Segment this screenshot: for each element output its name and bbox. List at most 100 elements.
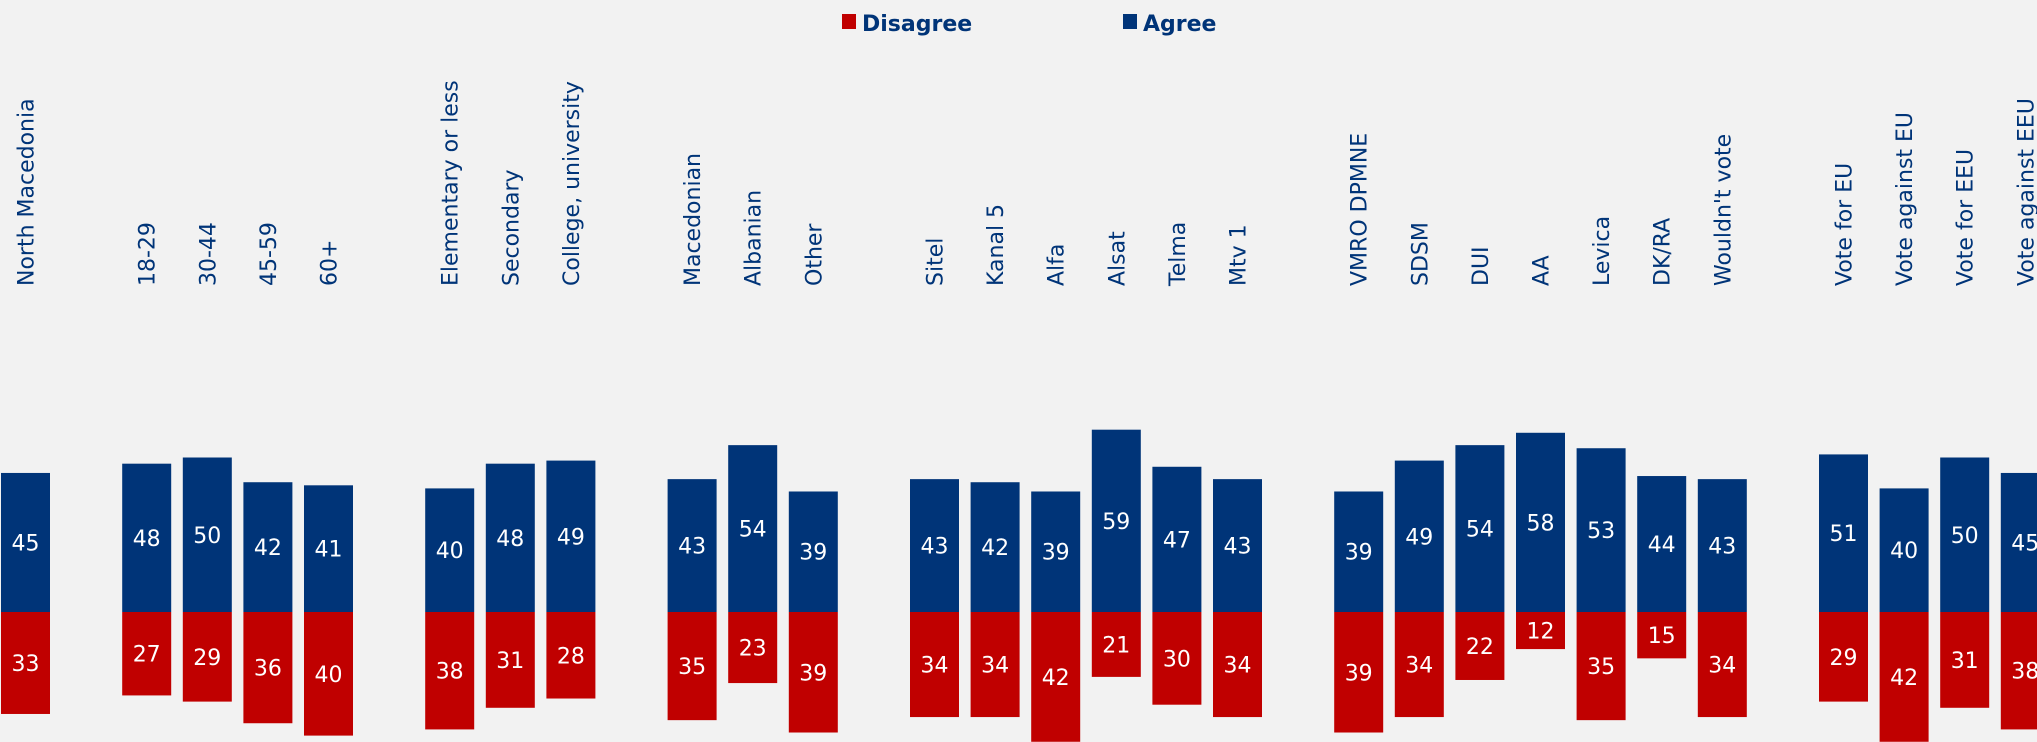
- value-label-disagree-sitel: 34: [921, 654, 949, 679]
- value-label-agree-elementary-or-less: 40: [436, 539, 464, 564]
- bar-agree-vote-for-eeu: [1940, 457, 1990, 612]
- value-label-agree-college-university: 49: [557, 525, 585, 550]
- value-label-agree-secondary: 48: [496, 527, 524, 552]
- bar-agree-other: [788, 491, 838, 612]
- value-label-agree-18-29: 48: [133, 527, 161, 552]
- category-label-mtv-1: Mtv 1: [1227, 224, 1252, 286]
- bar-disagree-macedonian: [667, 612, 717, 721]
- value-label-disagree-vote-against-eu: 42: [1890, 666, 1918, 691]
- bar-agree-elementary-or-less: [425, 488, 475, 612]
- value-label-disagree-alsat: 21: [1102, 633, 1130, 658]
- bar-disagree-vote-for-eeu: [1940, 612, 1990, 708]
- value-label-agree-60: 41: [315, 538, 343, 563]
- bar-disagree-telma: [1152, 612, 1202, 705]
- bar-disagree-secondary: [485, 612, 535, 708]
- value-label-disagree-other: 39: [799, 661, 827, 686]
- bar-agree-secondary: [485, 463, 535, 612]
- value-label-disagree-60: 40: [315, 663, 343, 688]
- bar-agree-macedonian: [667, 479, 717, 612]
- value-label-disagree-elementary-or-less: 38: [436, 660, 464, 685]
- bar-agree-alfa: [1031, 491, 1081, 612]
- bar-disagree-kanal-5: [970, 612, 1020, 718]
- bar-disagree-wouldn-t-vote: [1697, 612, 1747, 718]
- bar-disagree-vmro-dpmne: [1334, 612, 1384, 733]
- category-label-kanal-5: Kanal 5: [984, 204, 1009, 286]
- bar-disagree-north-macedonia: [1, 612, 50, 714]
- legend-swatch-disagree: [842, 14, 856, 29]
- bar-agree-alsat: [1091, 429, 1141, 612]
- category-label-vote-for-eu: Vote for EU: [1833, 163, 1858, 286]
- category-labels: North Macedonia 18-29 30-44 45-59 60+ Element…: [15, 80, 2037, 287]
- value-label-disagree-wouldn-t-vote: 34: [1708, 654, 1736, 679]
- category-label-secondary: Secondary: [499, 169, 524, 286]
- value-label-disagree-north-macedonia: 33: [12, 652, 40, 677]
- category-label-vote-for-eeu: Vote for EEU: [1954, 149, 1979, 286]
- value-label-disagree-vote-for-eu: 29: [1830, 646, 1858, 671]
- bar-agree-dui: [1455, 445, 1505, 612]
- value-label-disagree-kanal-5: 34: [981, 654, 1009, 679]
- bar-agree-30-44: [182, 457, 232, 612]
- bar-disagree-elementary-or-less: [425, 612, 475, 730]
- bar-agree-dk-ra: [1637, 476, 1687, 612]
- value-label-agree-sitel: 43: [921, 535, 949, 560]
- bar-disagree-dui: [1455, 612, 1505, 680]
- category-label-45-59: 45-59: [257, 222, 282, 286]
- value-label-disagree-45-59: 36: [254, 657, 282, 682]
- value-label-disagree-mtv-1: 34: [1224, 654, 1252, 679]
- bar-disagree-dk-ra: [1637, 612, 1687, 659]
- bar-agree-north-macedonia: [1, 472, 50, 612]
- value-label-agree-alfa: 39: [1042, 541, 1070, 566]
- category-label-levica: Levica: [1590, 216, 1615, 286]
- value-label-disagree-telma: 30: [1163, 647, 1191, 672]
- bar-agree-telma: [1152, 466, 1202, 612]
- value-label-agree-sdsm: 49: [1405, 525, 1433, 550]
- bars: [1, 429, 2037, 742]
- value-label-disagree-dui: 22: [1466, 635, 1494, 660]
- value-label-agree-macedonian: 43: [678, 535, 706, 560]
- category-label-alsat: Alsat: [1105, 231, 1130, 286]
- bar-agree-kanal-5: [970, 482, 1020, 612]
- value-label-disagree-college-university: 28: [557, 644, 585, 669]
- category-label-dk-ra: DK/RA: [1651, 218, 1676, 286]
- value-label-agree-dk-ra: 44: [1648, 533, 1676, 558]
- category-label-wouldn-t-vote: Wouldn't vote: [1711, 134, 1736, 286]
- bar-disagree-mtv-1: [1213, 612, 1262, 718]
- bar-agree-60: [304, 485, 353, 612]
- value-label-agree-dui: 54: [1466, 518, 1494, 543]
- bar-agree-vote-for-eu: [1819, 454, 1868, 612]
- bar-disagree-college-university: [546, 612, 596, 699]
- value-label-agree-aa: 58: [1527, 511, 1555, 536]
- category-label-sitel: Sitel: [924, 238, 949, 286]
- bar-disagree-alfa: [1031, 612, 1081, 742]
- bar-disagree-albanian: [728, 612, 778, 684]
- category-label-albanian: Albanian: [742, 190, 767, 286]
- value-label-disagree-levica: 35: [1587, 655, 1615, 680]
- legend-label-agree: Agree: [1143, 12, 1216, 37]
- bar-disagree-aa: [1516, 612, 1565, 650]
- value-label-disagree-sdsm: 34: [1405, 654, 1433, 679]
- value-label-disagree-alfa: 42: [1042, 666, 1070, 691]
- value-label-disagree-aa: 12: [1527, 620, 1555, 645]
- value-label-disagree-macedonian: 35: [678, 655, 706, 680]
- value-label-agree-vote-against-eeu: 45: [2011, 531, 2037, 556]
- value-label-agree-kanal-5: 42: [981, 536, 1009, 561]
- value-label-agree-45-59: 42: [254, 536, 282, 561]
- category-label-other: Other: [802, 223, 827, 286]
- category-label-macedonian: Macedonian: [681, 153, 706, 286]
- category-label-30-44: 30-44: [196, 222, 221, 286]
- category-label-18-29: 18-29: [136, 222, 161, 286]
- chart-legend: Disagree Agree: [842, 12, 1216, 37]
- bar-disagree-other: [788, 612, 838, 733]
- bar-agree-vmro-dpmne: [1334, 491, 1384, 612]
- value-label-agree-albanian: 54: [739, 518, 767, 543]
- value-labels: 45 33 48 27 50 29 42 36 41 40 40 38 48 31 49 28 43 35 54 23…: [12, 510, 2037, 691]
- value-label-disagree-albanian: 23: [739, 637, 767, 662]
- value-label-disagree-30-44: 29: [193, 646, 221, 671]
- value-label-agree-wouldn-t-vote: 43: [1708, 535, 1736, 560]
- value-label-disagree-secondary: 31: [496, 649, 524, 674]
- value-label-disagree-vote-for-eeu: 31: [1951, 649, 1979, 674]
- bar-disagree-60: [304, 612, 353, 736]
- category-label-sdsm: SDSM: [1408, 222, 1433, 286]
- value-label-agree-other: 39: [799, 541, 827, 566]
- bar-agree-mtv-1: [1213, 479, 1262, 612]
